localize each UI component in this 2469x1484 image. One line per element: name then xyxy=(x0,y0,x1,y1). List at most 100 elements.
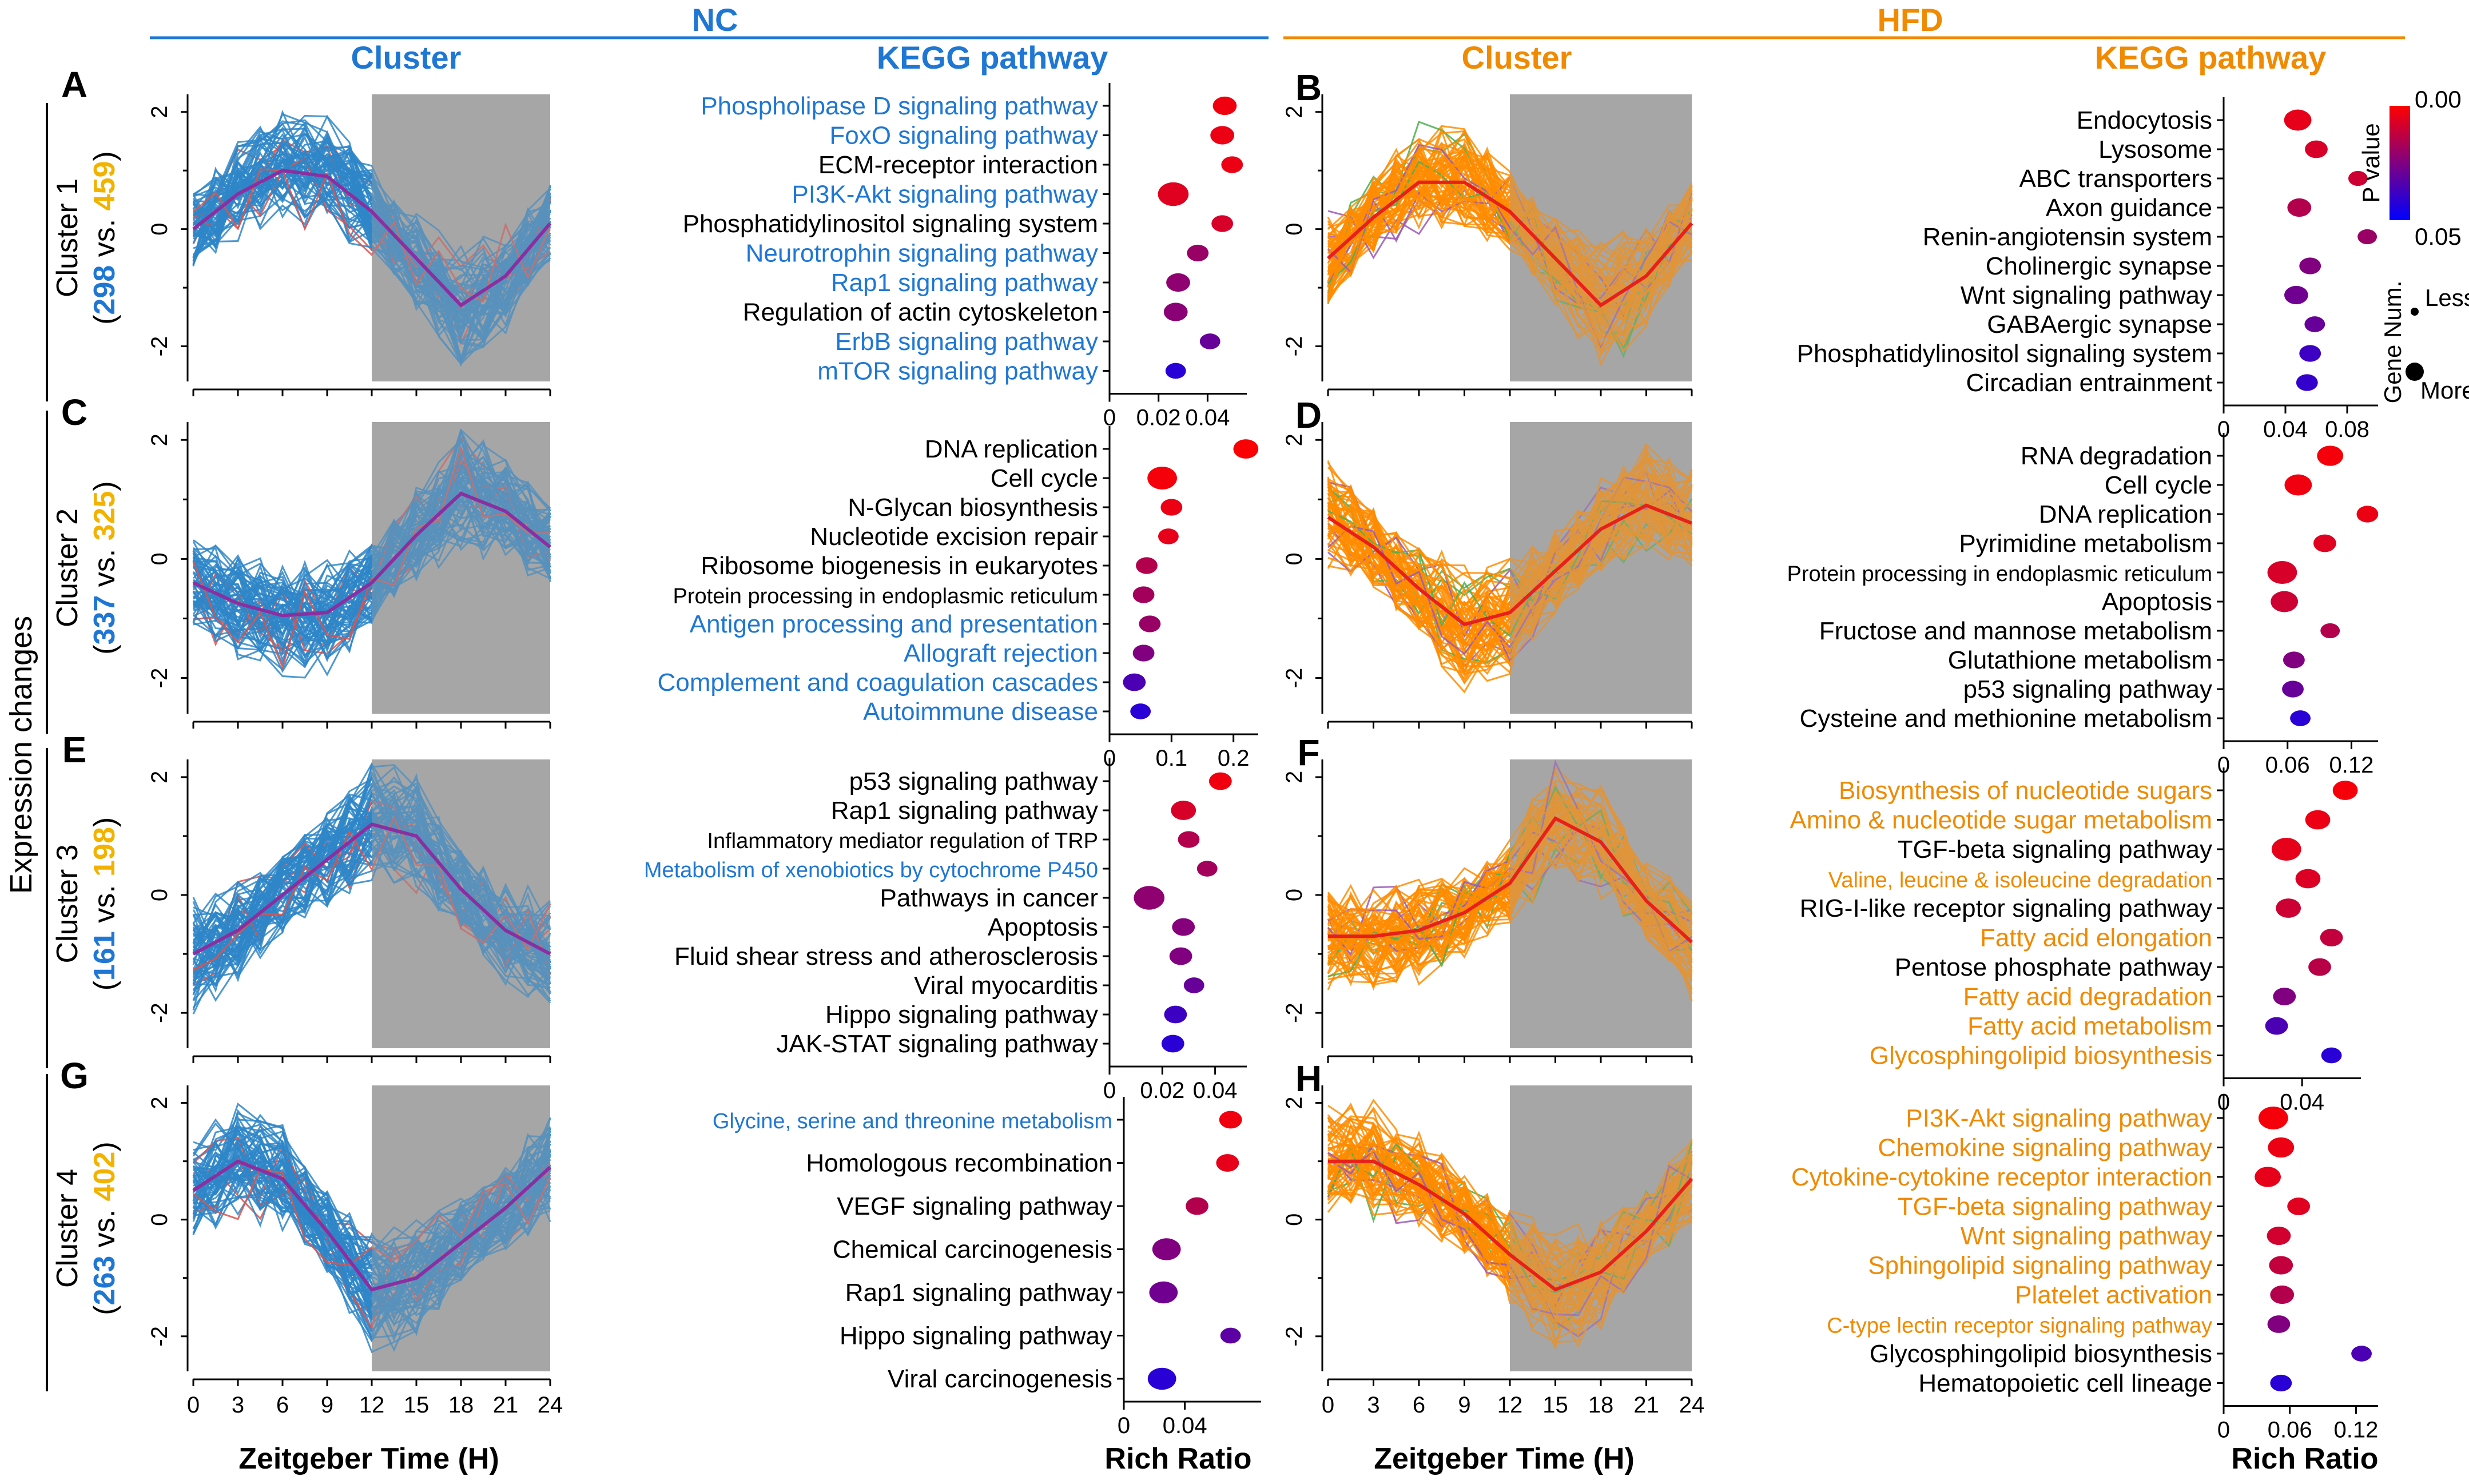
kegg-bubble xyxy=(1164,1005,1187,1024)
expression-changes-label: Expression changes xyxy=(4,616,38,894)
kegg-bubble xyxy=(2270,1374,2292,1392)
kegg-bubble xyxy=(1160,499,1183,516)
kegg-bubble xyxy=(1219,1111,1242,1129)
cluster-count-part: ) xyxy=(88,481,121,491)
kegg-bubble xyxy=(1183,977,1204,993)
kegg-x-tick-label: 0 xyxy=(2217,1418,2230,1443)
kegg-bubble xyxy=(1132,586,1155,603)
cluster-count-part: ) xyxy=(88,817,121,827)
kegg-x-tick-label: 0.02 xyxy=(1136,405,1181,431)
kegg-x-tick-label: 0.04 xyxy=(1163,1413,1207,1438)
hfd-rich-ratio-label: Rich Ratio xyxy=(2231,1442,2378,1475)
gene-trace xyxy=(1327,484,1693,647)
y-tick-label: 2 xyxy=(147,771,172,783)
x-tick-label: 0 xyxy=(1322,1393,1334,1418)
gene-trace xyxy=(1327,790,1693,964)
gene-trace xyxy=(1327,1099,1693,1314)
kegg-term-label: Inflammatory mediator regulation of TRP xyxy=(707,829,1098,853)
cluster-count-part: ( xyxy=(88,644,121,655)
gene-num-more: More xyxy=(2420,377,2469,404)
gene-num-less-dot xyxy=(2411,308,2419,316)
kegg-term-label: Biosynthesis of nucleotide sugars xyxy=(1839,777,2212,805)
night-overlay xyxy=(1510,422,1692,714)
kegg-term-label: Hematopoietic cell lineage xyxy=(1918,1370,2212,1398)
kegg-panel-A: 0 0.02 0.04 Phospholipase D signaling pathw… xyxy=(683,83,1247,431)
cluster-count-part: ) xyxy=(88,151,121,161)
gene-trace xyxy=(192,829,551,974)
kegg-bubble xyxy=(2271,591,2299,612)
gene-trace xyxy=(1327,173,1693,324)
gene-trace xyxy=(192,1147,551,1260)
kegg-bubble xyxy=(2287,1197,2311,1215)
kegg-bubble xyxy=(1233,439,1259,459)
kegg-bubble xyxy=(1152,1238,1181,1260)
p-value-title: P value xyxy=(2357,123,2384,202)
nc-x-axis-label: Zeitgeber Time (H) xyxy=(238,1442,499,1475)
y-tick-label: 2 xyxy=(1282,771,1307,783)
kegg-term-label: Pentose phosphate pathway xyxy=(1895,953,2212,981)
hfd-header: HFD xyxy=(1877,2,1943,38)
kegg-x-tick-label: 0.06 xyxy=(2265,753,2310,778)
kegg-bubble xyxy=(1165,363,1186,379)
kegg-term-label: Complement and coagulation cascades xyxy=(658,669,1098,697)
kegg-bubble xyxy=(2276,898,2301,918)
kegg-panel-H: 0 0.06 0.12 PI3K-Akt signaling pathwayChemo… xyxy=(1791,1095,2378,1443)
kegg-term-label: Allograft rejection xyxy=(904,639,1098,667)
kegg-bubble xyxy=(1158,528,1179,544)
y-tick-label: 0 xyxy=(1282,223,1307,236)
kegg-bubble xyxy=(2273,988,2296,1005)
gene-trace xyxy=(193,1155,551,1316)
x-tick-label: 15 xyxy=(404,1393,430,1418)
kegg-term-label: ECM-receptor interaction xyxy=(818,151,1098,179)
kegg-x-tick-label: 0 xyxy=(1118,1413,1130,1438)
kegg-term-label: Glycosphingolipid biosynthesis xyxy=(1870,1340,2212,1368)
x-tick-label: 9 xyxy=(1458,1393,1470,1418)
kegg-bubble xyxy=(2268,1137,2295,1158)
gene-trace xyxy=(193,130,551,358)
kegg-bubble xyxy=(1147,1367,1176,1390)
gene-trace xyxy=(1327,793,1692,954)
hfd-x-axis-label: Zeitgeber Time (H) xyxy=(1374,1442,1635,1475)
x-tick-label: 18 xyxy=(448,1393,474,1418)
kegg-bubble xyxy=(2313,534,2336,552)
y-tick-label: 0 xyxy=(147,223,172,236)
kegg-term-label: Ribosome biogenesis in eukaryotes xyxy=(701,552,1098,580)
cluster-count-part: vs. xyxy=(88,877,121,931)
night-overlay xyxy=(372,1085,550,1371)
mean-curve xyxy=(192,169,552,308)
cluster-plot-C: 2 0 -2 xyxy=(147,422,551,729)
kegg-term-label: Phospholipase D signaling pathway xyxy=(701,92,1098,120)
kegg-bubble xyxy=(2267,1226,2291,1246)
cluster-count-part: 402 xyxy=(88,1152,121,1201)
y-tick-label: -2 xyxy=(147,1326,172,1347)
x-tick-label: 21 xyxy=(493,1393,519,1418)
kegg-term-label: Protein processing in endoplasmic reticu… xyxy=(1787,562,2212,586)
panel-letter-D: D xyxy=(1295,395,1322,436)
cluster-labels: Cluster 1(298 vs. 459)Cluster 2(337 vs. … xyxy=(46,103,121,1391)
kegg-term-label: Neurotrophin signaling pathway xyxy=(746,240,1098,268)
cluster-plot-E: 2 0 -2 xyxy=(147,759,551,1063)
x-tick-label: 24 xyxy=(538,1393,563,1418)
cluster-count-part: ( xyxy=(88,315,121,325)
y-tick-label: 0 xyxy=(147,552,172,565)
gene-trace xyxy=(1327,148,1693,353)
gene-num-less: Less xyxy=(2425,284,2469,311)
cluster-name: Cluster 4 xyxy=(51,1169,84,1288)
kegg-term-label: Glycine, serine and threonine metabolism xyxy=(713,1109,1112,1133)
gene-num-title: Gene Num. xyxy=(2379,281,2406,404)
cluster-count-part: 337 xyxy=(88,595,121,645)
kegg-bubble xyxy=(1172,918,1195,936)
gene-trace xyxy=(192,459,551,677)
kegg-bubble xyxy=(1139,615,1161,632)
y-tick-label: 2 xyxy=(147,1096,172,1109)
gene-trace xyxy=(193,498,551,637)
gene-trace xyxy=(192,1118,551,1354)
kegg-bubble xyxy=(2332,781,2358,800)
kegg-term-label: FoxO signaling pathway xyxy=(829,122,1098,150)
panel-letter-A: A xyxy=(61,64,88,105)
cluster-count-part: vs. xyxy=(88,210,121,265)
kegg-bubble xyxy=(2356,506,2379,523)
kegg-term-label: Apoptosis xyxy=(988,913,1098,941)
kegg-bubble xyxy=(1187,244,1209,262)
